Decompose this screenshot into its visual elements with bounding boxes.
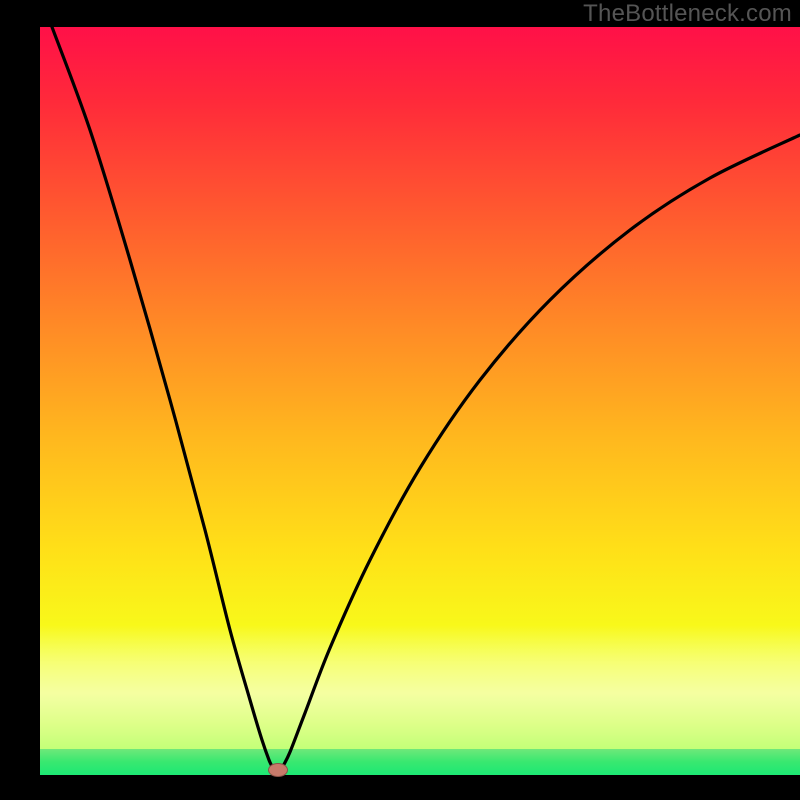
watermark-label: TheBottleneck.com <box>583 0 792 28</box>
bottleneck-curve <box>0 0 800 800</box>
optimal-point-marker <box>268 763 288 777</box>
bottleneck-chart: TheBottleneck.com <box>0 0 800 800</box>
